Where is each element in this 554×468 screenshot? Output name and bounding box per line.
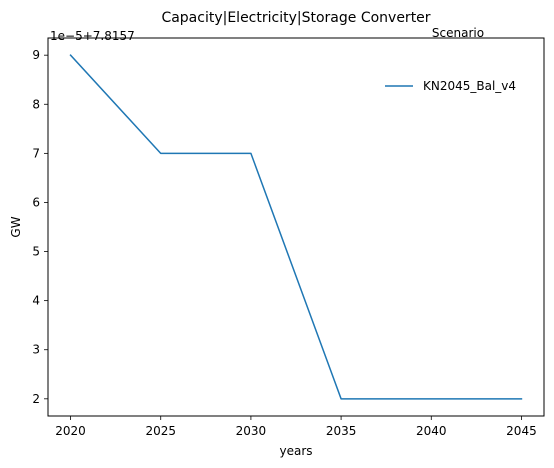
legend: Scenario KN2045_Bal_v4 (385, 26, 516, 93)
x-tick-label: 2045 (506, 424, 537, 438)
series-line-0 (69, 54, 523, 400)
y-tick-label: 4 (32, 294, 40, 308)
y-tick-label: 7 (32, 146, 40, 160)
legend-label: KN2045_Bal_v4 (423, 79, 516, 93)
x-tick-label: 2030 (236, 424, 267, 438)
y-tick-label: 8 (32, 97, 40, 111)
y-tick-label: 3 (32, 343, 40, 357)
y-axis-label: GW (9, 216, 23, 237)
x-axis: 2020 2025 2030 2035 2040 2045 (55, 416, 537, 438)
chart-title: Capacity|Electricity|Storage Converter (161, 10, 430, 26)
axis-offset-label: 1e−5+7.8157 (50, 29, 135, 43)
x-tick-label: 2025 (145, 424, 176, 438)
x-tick-label: 2020 (55, 424, 86, 438)
axes-frame (47, 37, 545, 417)
x-tick-label: 2040 (416, 424, 447, 438)
y-tick-label: 6 (32, 195, 40, 209)
y-tick-label: 5 (32, 245, 40, 259)
plot-area (69, 54, 523, 400)
y-tick-label: 9 (32, 48, 40, 62)
x-axis-label: years (279, 444, 312, 458)
y-axis: 2 3 4 5 6 7 8 9 (32, 48, 48, 406)
y-tick-label: 2 (32, 392, 40, 406)
x-tick-label: 2035 (326, 424, 357, 438)
legend-title: Scenario (432, 26, 484, 40)
